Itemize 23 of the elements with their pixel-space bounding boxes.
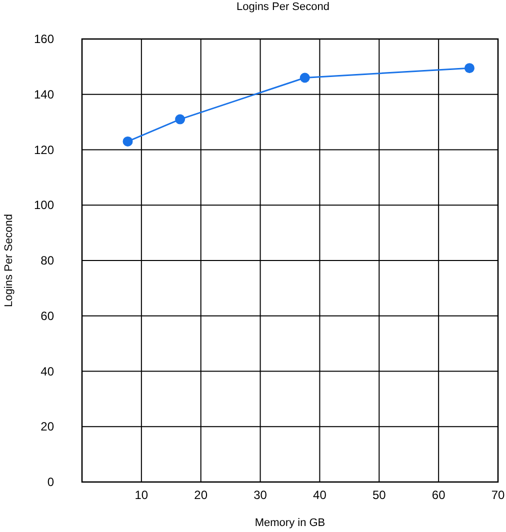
y-tick-label: 60 (40, 308, 54, 323)
y-tick-label: 20 (40, 420, 54, 434)
y-tick-label: 160 (34, 32, 54, 46)
x-axis-title: Memory in GB (254, 517, 326, 529)
x-tick-label: 20 (194, 488, 208, 502)
y-tick-label: 140 (34, 87, 54, 102)
y-tick-label: 80 (40, 254, 54, 268)
y-tick-label: 120 (34, 142, 54, 157)
point (175, 114, 186, 124)
chart-title: Logins Per Second (236, 1, 330, 13)
x-tick-label: 70 (491, 488, 505, 502)
x-tick-label: 10 (134, 488, 148, 502)
point (464, 63, 474, 74)
y-tick-label: 40 (40, 364, 54, 378)
x-tick-label: 40 (313, 488, 327, 502)
x-tick-label: 50 (372, 488, 386, 502)
point (122, 136, 133, 146)
x-tick-label: 60 (432, 488, 446, 502)
y-axis-title: Logins Per Second (3, 214, 15, 307)
y-tick-label: 100 (34, 198, 54, 212)
point (300, 72, 310, 83)
x-tick-label: 30 (254, 488, 268, 502)
y-tick-label: 0 (47, 475, 54, 489)
